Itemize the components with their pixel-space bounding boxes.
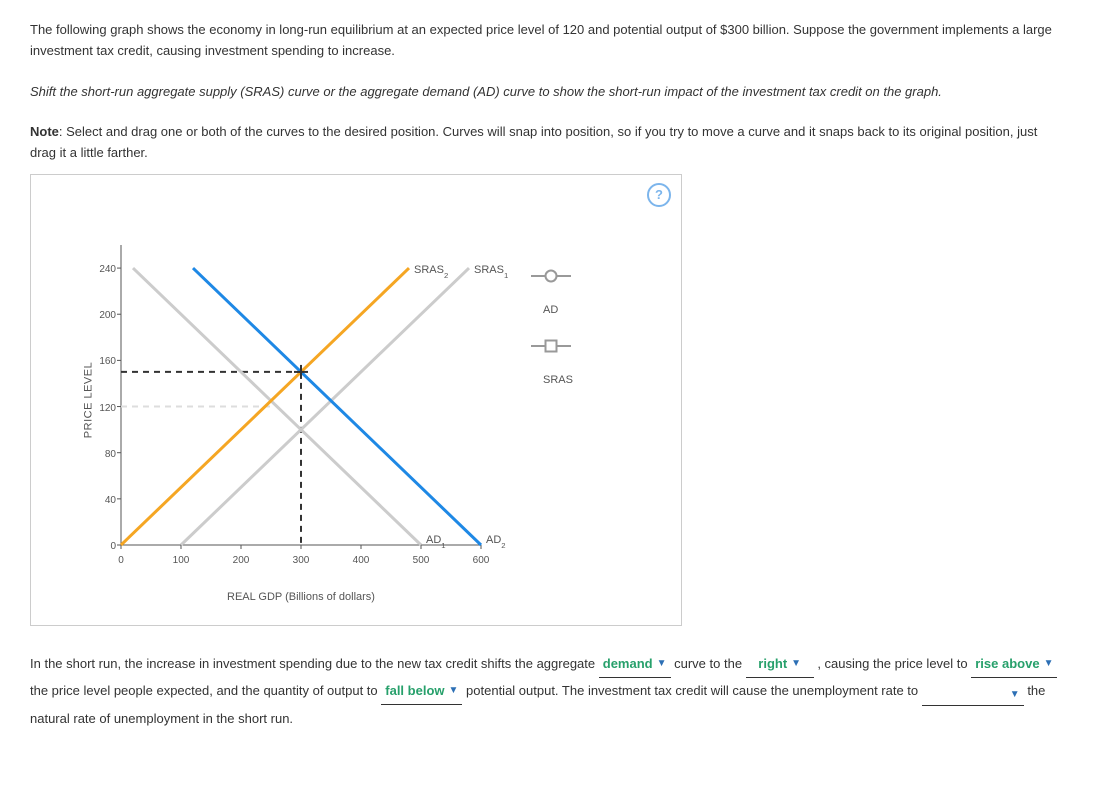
svg-text:AD1: AD1 [426, 534, 446, 550]
y-tick-label: 80 [91, 447, 116, 463]
dropdown-unemployment[interactable]: ▼ [922, 685, 1024, 706]
svg-text:AD2: AD2 [486, 534, 506, 550]
note-label: Note [30, 124, 59, 139]
x-tick-label: 0 [111, 553, 131, 569]
y-tick-label: 40 [91, 493, 116, 509]
x-tick-label: 100 [171, 553, 191, 569]
chevron-down-icon: ▼ [657, 654, 667, 674]
instruction-paragraph: Shift the short-run aggregate supply (SR… [30, 82, 1065, 103]
legend-ad-label: AD [543, 302, 581, 320]
fill-text-4: the price level people expected, and the… [30, 683, 378, 698]
y-tick-label: 160 [91, 354, 116, 370]
dropdown-curve-type[interactable]: demand▼ [599, 651, 671, 678]
circle-marker-icon [545, 269, 558, 282]
dropdown-direction[interactable]: right▼ [746, 651, 814, 678]
fill-text-2: curve to the [674, 656, 742, 671]
legend: AD SRAS [531, 275, 581, 389]
note-paragraph: Note: Select and drag one or both of the… [30, 122, 1065, 164]
svg-text:SRAS1: SRAS1 [474, 264, 508, 280]
fill-paragraph: In the short run, the increase in invest… [30, 651, 1065, 732]
fill-text-5: potential output. The investment tax cre… [466, 683, 918, 698]
square-marker-icon [545, 339, 558, 352]
legend-ad[interactable] [531, 275, 581, 277]
graph-panel: ? PRICE LEVEL SRAS1AD1SRAS2AD2 040801201… [30, 174, 682, 626]
chevron-down-icon: ▼ [1010, 685, 1020, 705]
intro-paragraph-1: The following graph shows the economy in… [30, 20, 1065, 62]
fill-text-3: , causing the price level to [817, 656, 967, 671]
dropdown-price-level[interactable]: rise above▼ [971, 651, 1057, 678]
x-tick-label: 300 [291, 553, 311, 569]
x-tick-label: 200 [231, 553, 251, 569]
x-tick-label: 600 [471, 553, 491, 569]
y-tick-label: 120 [91, 401, 116, 417]
x-tick-label: 500 [411, 553, 431, 569]
x-axis-label: REAL GDP (Billions of dollars) [111, 589, 491, 607]
chevron-down-icon: ▼ [1044, 654, 1054, 674]
chart-svg[interactable]: SRAS1AD1SRAS2AD2 [111, 235, 491, 565]
chevron-down-icon: ▼ [449, 681, 459, 701]
legend-sras[interactable] [531, 345, 581, 347]
x-tick-label: 400 [351, 553, 371, 569]
dropdown-output[interactable]: fall below▼ [381, 678, 462, 705]
note-body: : Select and drag one or both of the cur… [30, 124, 1037, 160]
chevron-down-icon: ▼ [791, 654, 801, 674]
y-tick-label: 240 [91, 262, 116, 278]
legend-sras-label: SRAS [543, 372, 581, 390]
help-icon[interactable]: ? [647, 183, 671, 207]
curve-sras2[interactable] [121, 268, 409, 545]
fill-text-1: In the short run, the increase in invest… [30, 656, 595, 671]
y-tick-label: 200 [91, 308, 116, 324]
svg-text:SRAS2: SRAS2 [414, 264, 448, 280]
chart-area[interactable]: SRAS1AD1SRAS2AD2 [111, 235, 491, 565]
